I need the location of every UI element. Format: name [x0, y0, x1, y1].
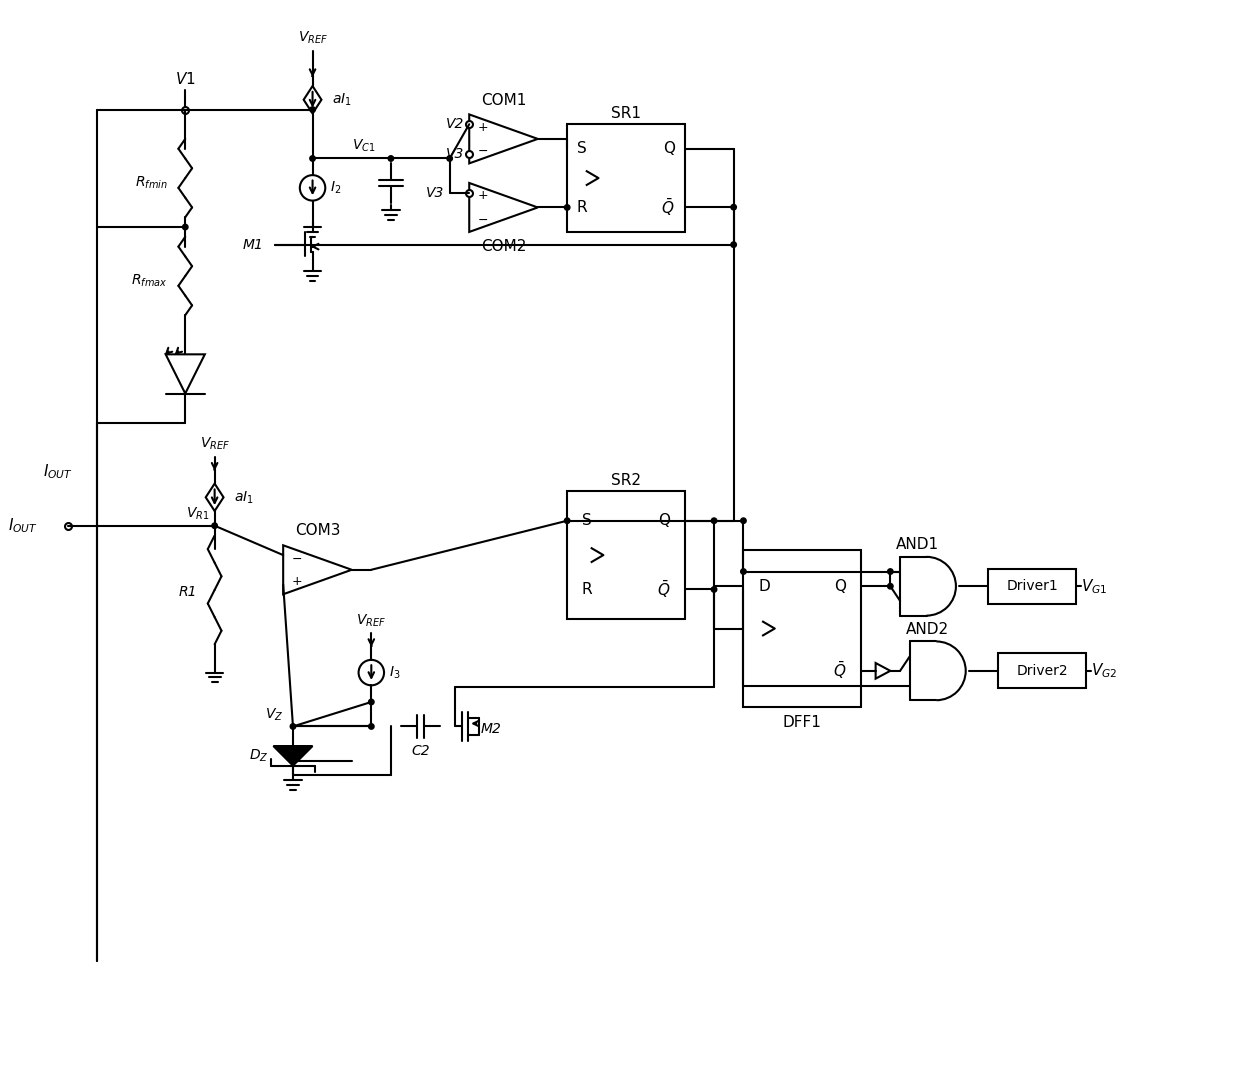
- Circle shape: [212, 523, 217, 528]
- Text: Q: Q: [663, 141, 675, 156]
- Text: $V_{REF}$: $V_{REF}$: [356, 613, 387, 629]
- Text: R: R: [577, 199, 588, 214]
- Circle shape: [446, 155, 453, 162]
- Text: $V_{C1}$: $V_{C1}$: [352, 137, 376, 153]
- Circle shape: [388, 155, 393, 162]
- Text: Q: Q: [835, 578, 846, 593]
- Text: COM2: COM2: [481, 239, 526, 254]
- Text: D: D: [758, 578, 770, 593]
- Text: SR1: SR1: [611, 106, 641, 121]
- Circle shape: [740, 518, 746, 524]
- Bar: [988, 569, 1076, 604]
- Text: R: R: [582, 582, 593, 597]
- Text: $R_{fmin}$: $R_{fmin}$: [135, 175, 167, 191]
- Text: $\bar{Q}$: $\bar{Q}$: [661, 197, 675, 217]
- Text: AND1: AND1: [897, 537, 939, 552]
- Text: S: S: [582, 513, 591, 528]
- Text: $+$: $+$: [477, 121, 489, 134]
- Text: $I_2$: $I_2$: [330, 180, 341, 196]
- Text: $I_{OUT}$: $I_{OUT}$: [9, 516, 38, 536]
- Text: $\bar{Q}$: $\bar{Q}$: [657, 579, 670, 600]
- Circle shape: [368, 699, 374, 705]
- Circle shape: [712, 518, 717, 524]
- Text: $+$: $+$: [477, 190, 489, 202]
- Text: $V1$: $V1$: [175, 71, 196, 87]
- Text: V3: V3: [427, 185, 445, 200]
- Text: COM1: COM1: [481, 92, 526, 107]
- Bar: [567, 492, 684, 619]
- Text: C2: C2: [410, 744, 429, 758]
- Circle shape: [368, 724, 374, 729]
- Circle shape: [310, 155, 315, 162]
- Text: M2: M2: [481, 723, 502, 737]
- Text: Q: Q: [658, 513, 670, 528]
- Circle shape: [564, 518, 570, 524]
- Text: S: S: [577, 141, 587, 156]
- Bar: [998, 653, 1086, 689]
- Text: $-$: $-$: [477, 213, 489, 226]
- Circle shape: [740, 569, 746, 574]
- Text: $V_Z$: $V_Z$: [265, 706, 283, 723]
- Text: $V_{REF}$: $V_{REF}$: [298, 30, 327, 46]
- Circle shape: [888, 569, 893, 574]
- Circle shape: [730, 242, 737, 247]
- Text: $-$: $-$: [291, 552, 303, 564]
- Bar: [744, 550, 861, 707]
- Text: R1: R1: [179, 585, 197, 599]
- Circle shape: [712, 587, 717, 592]
- Text: $\bar{Q}$: $\bar{Q}$: [833, 660, 846, 681]
- Text: $I_3$: $I_3$: [389, 664, 401, 681]
- Text: $V_{REF}$: $V_{REF}$: [200, 436, 229, 452]
- Text: Driver1: Driver1: [1007, 579, 1058, 593]
- Text: $aI_1$: $aI_1$: [234, 489, 254, 506]
- Text: V2: V2: [446, 117, 464, 132]
- Text: $aI_1$: $aI_1$: [332, 91, 352, 108]
- Text: $D_Z$: $D_Z$: [249, 748, 269, 764]
- Circle shape: [888, 584, 893, 589]
- Circle shape: [310, 107, 315, 112]
- Text: DFF1: DFF1: [782, 714, 822, 729]
- Text: V3: V3: [446, 147, 464, 161]
- Bar: [567, 124, 684, 232]
- Circle shape: [182, 224, 188, 230]
- Text: $V_{G1}$: $V_{G1}$: [1081, 577, 1107, 595]
- Circle shape: [730, 205, 737, 210]
- Text: $I_{OUT}$: $I_{OUT}$: [43, 463, 73, 481]
- Text: $V_{R1}$: $V_{R1}$: [186, 506, 210, 522]
- Circle shape: [290, 724, 295, 729]
- Text: SR2: SR2: [611, 473, 641, 488]
- Text: AND2: AND2: [906, 621, 949, 636]
- Text: COM3: COM3: [295, 524, 340, 539]
- Circle shape: [564, 205, 570, 210]
- Text: M1: M1: [243, 238, 264, 252]
- Text: $-$: $-$: [477, 145, 489, 157]
- Text: $R_{fmax}$: $R_{fmax}$: [131, 273, 167, 289]
- Polygon shape: [273, 746, 312, 766]
- Text: $+$: $+$: [291, 575, 303, 588]
- Text: Driver2: Driver2: [1017, 664, 1068, 678]
- Text: $V_{G2}$: $V_{G2}$: [1091, 662, 1117, 680]
